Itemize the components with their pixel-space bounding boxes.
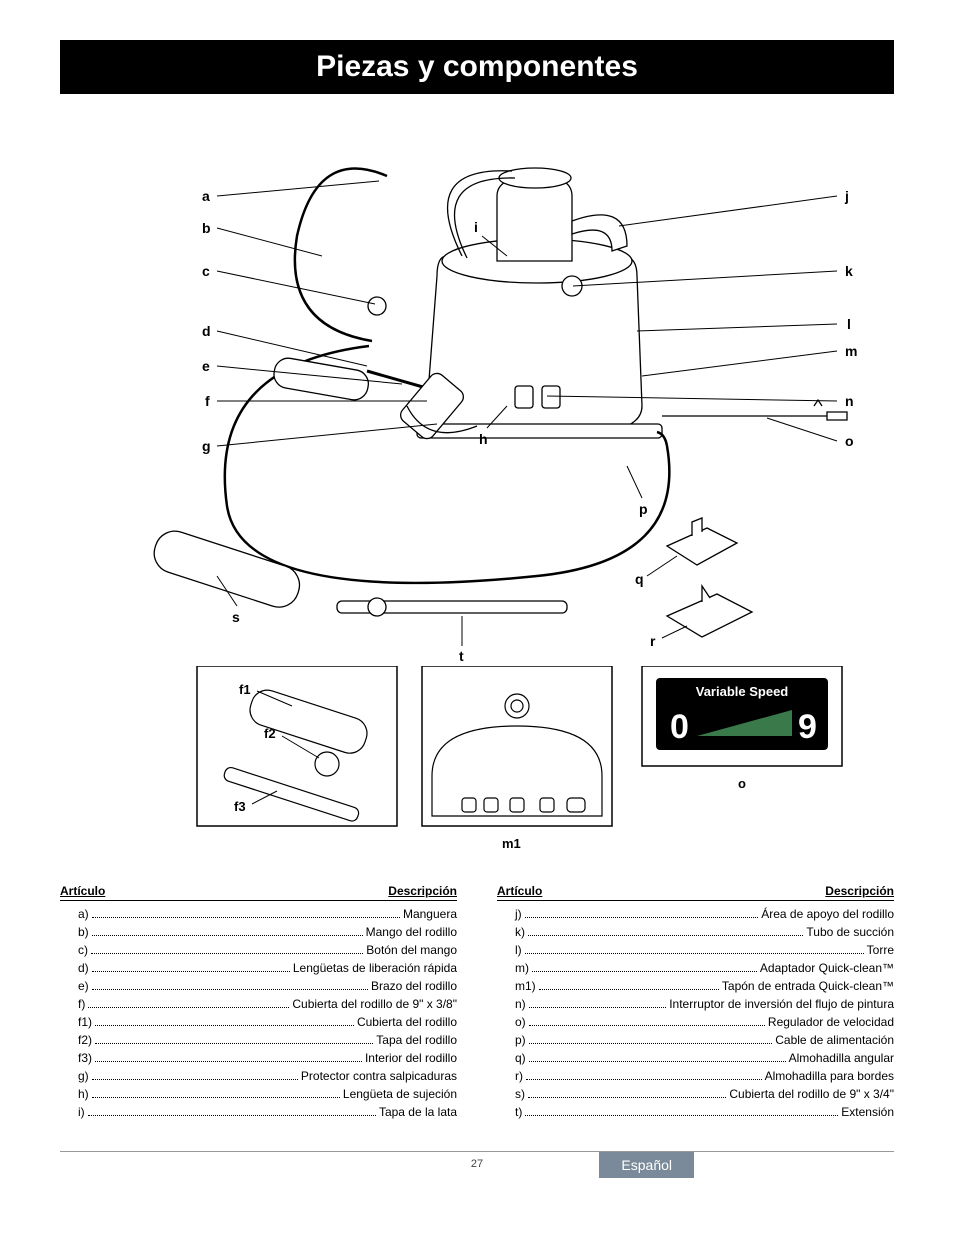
parts-column-right: Artículo Descripción j)Área de apoyo del… [497,884,894,1121]
table-row: i)Tapa de la lata [78,1103,457,1121]
parts-column-left: Artículo Descripción a)Manguerab)Mango d… [60,884,457,1121]
label-e: e [202,358,210,374]
label-f2: f2 [264,726,276,741]
table-row: l)Torre [515,941,894,959]
table-row: f2)Tapa del rodillo [78,1031,457,1049]
table-header-desc: Descripción [825,884,894,898]
label-o-detail: o [738,776,746,791]
label-q: q [635,571,644,587]
label-h: h [479,431,488,447]
label-s: s [232,609,240,625]
table-row: g)Protector contra salpicaduras [78,1067,457,1085]
table-row: n)Interruptor de inversión del flujo de … [515,995,894,1013]
page-number: 27 [471,1158,483,1170]
language-tab: Español [599,1152,694,1178]
table-row: p)Cable de alimentación [515,1031,894,1049]
table-row: j)Área de apoyo del rodillo [515,905,894,923]
label-o: o [845,433,854,449]
label-f1: f1 [239,682,251,697]
table-row: c)Botón del mango [78,941,457,959]
table-row: d)Lengüetas de liberación rápida [78,959,457,977]
parts-diagram: a b c d e f g j k l m n o i h p q r s t [60,106,894,866]
table-row: h)Lengüeta de sujeción [78,1085,457,1103]
label-b: b [202,220,211,236]
table-row: f1)Cubierta del rodillo [78,1013,457,1031]
table-row: f)Cubierta del rodillo de 9" x 3/8" [78,995,457,1013]
label-l: l [847,316,851,332]
table-row: s)Cubierta del rodillo de 9" x 3/4" [515,1085,894,1103]
label-i: i [474,219,478,235]
table-row: k)Tubo de succión [515,923,894,941]
label-r: r [650,633,656,649]
label-p: p [639,501,648,517]
table-row: q)Almohadilla angular [515,1049,894,1067]
label-f3: f3 [234,799,246,814]
label-d: d [202,323,211,339]
table-row: m1)Tapón de entrada Quick-clean™ [515,977,894,995]
table-header-item: Artículo [60,884,105,898]
label-j: j [844,188,849,204]
page-footer: 27 Español [60,1151,894,1181]
label-m: m [845,343,857,359]
table-header-desc: Descripción [388,884,457,898]
label-c: c [202,263,210,279]
label-t: t [459,648,464,664]
table-header-item: Artículo [497,884,542,898]
label-k: k [845,263,853,279]
table-row: m)Adaptador Quick-clean™ [515,959,894,977]
table-row: b)Mango del rodillo [78,923,457,941]
label-a: a [202,188,210,204]
variable-speed-title: Variable Speed [696,684,789,699]
label-n: n [845,393,854,409]
table-row: r)Almohadilla para bordes [515,1067,894,1085]
label-m1: m1 [502,836,521,851]
label-f: f [205,393,210,409]
variable-speed-min: 0 [670,708,689,746]
table-row: t)Extensión [515,1103,894,1121]
page-title: Piezas y componentes [60,40,894,94]
label-g: g [202,438,211,454]
parts-table: Artículo Descripción a)Manguerab)Mango d… [60,884,894,1121]
table-row: e)Brazo del rodillo [78,977,457,995]
variable-speed-max: 9 [798,708,817,746]
table-row: f3)Interior del rodillo [78,1049,457,1067]
table-row: a)Manguera [78,905,457,923]
table-row: o)Regulador de velocidad [515,1013,894,1031]
